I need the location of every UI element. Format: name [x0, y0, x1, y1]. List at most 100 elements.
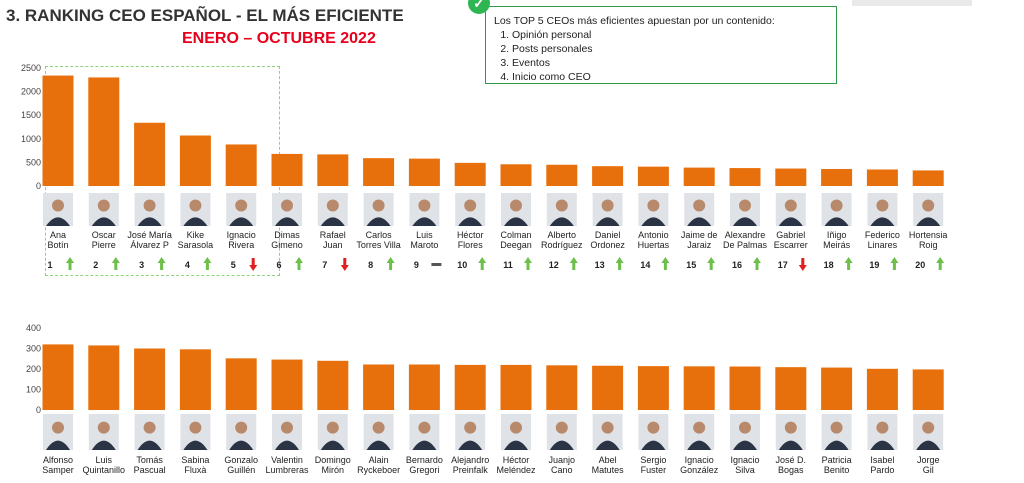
ceo-photo-head — [647, 421, 660, 434]
ceo-name-line1: Kike — [187, 230, 205, 240]
ceo-name-line2: Pascual — [134, 465, 166, 475]
y-tick-label: 200 — [26, 364, 41, 374]
ceo-name-line1: Iñigo — [827, 230, 847, 240]
ceo-photo-head — [52, 199, 64, 212]
ceo-photo-body — [412, 217, 437, 226]
ceo-photo-body — [549, 217, 574, 226]
ceo-photo-head — [189, 199, 202, 212]
ceo-name-line2: Benito — [824, 465, 850, 475]
ceo-photo-body — [687, 440, 712, 450]
trend-up-arrow-icon — [111, 257, 120, 270]
bar — [866, 368, 898, 410]
ceo-name-line2: Gimeno — [271, 240, 303, 250]
bar — [592, 365, 624, 410]
y-tick-label: 500 — [26, 157, 41, 167]
trend-up-arrow-icon — [890, 257, 899, 270]
ceo-name-line2: Jaraiz — [687, 240, 712, 250]
trend-down-arrow-icon — [798, 258, 807, 271]
ceo-name-line1: Jorge — [917, 455, 940, 465]
ceo-photo-body — [778, 217, 803, 226]
bar — [408, 158, 440, 186]
ceo-photo-body — [275, 217, 299, 226]
bar — [683, 167, 715, 186]
trend-up-arrow-icon — [157, 257, 166, 270]
rank-number: 19 — [869, 260, 879, 270]
ceo-photo-body — [824, 440, 849, 450]
ceo-photo-body — [504, 217, 528, 226]
bar — [546, 365, 578, 410]
ceo-name-line2: Maroto — [410, 240, 438, 250]
ceo-photo-head — [372, 421, 385, 434]
bar — [42, 75, 74, 186]
ceo-photo-body — [870, 440, 895, 450]
bar — [317, 360, 349, 410]
ceo-photo-body — [870, 217, 895, 226]
ceo-name-line2: Flores — [458, 240, 484, 250]
ceo-name-line1: José D. — [776, 455, 807, 465]
trend-up-arrow-icon — [66, 257, 74, 270]
trend-up-arrow-icon — [295, 257, 303, 270]
ceo-photo-body — [916, 440, 941, 450]
rank-number: 9 — [414, 260, 419, 270]
bar — [500, 164, 532, 186]
insight-item: Inicio como CEO — [512, 70, 828, 84]
ceo-photo-head — [784, 199, 797, 212]
ceo-name-line1: Rafael — [320, 230, 346, 240]
ceo-name-line2: Pierre — [92, 240, 116, 250]
ceo-photo-head — [555, 421, 568, 434]
ceo-name-line1: Héctor — [503, 455, 530, 465]
ceo-photo-head — [418, 421, 431, 434]
rank-number: 15 — [686, 260, 696, 270]
ceo-name-line1: Luis — [416, 230, 433, 240]
ceo-photo-head — [510, 199, 522, 212]
ceo-photo-head — [235, 421, 248, 434]
ceo-name-line2: Matutes — [592, 465, 625, 475]
ceo-photo-head — [464, 421, 477, 434]
ceo-name-line1: Juanjo — [549, 455, 576, 465]
ceo-photo-body — [458, 440, 483, 450]
rank-number: 10 — [457, 260, 467, 270]
bar — [729, 366, 761, 410]
ceo-name-line1: Bernardo — [406, 455, 443, 465]
y-tick-label: 2000 — [21, 87, 41, 97]
ceo-name-line1: Patricia — [822, 455, 852, 465]
ceo-name-line1: Alfonso — [43, 455, 73, 465]
bar — [88, 345, 120, 410]
rank-number: 17 — [778, 260, 788, 270]
ceo-photo-head — [372, 199, 385, 212]
y-tick-label: 100 — [26, 385, 41, 395]
y-tick-label: 0 — [36, 405, 41, 415]
rank-number: 8 — [368, 260, 373, 270]
ceo-name-line2: Quintanillo — [83, 465, 126, 475]
ceo-name-line1: Antonio — [638, 230, 669, 240]
ceo-photo-head — [922, 421, 935, 434]
ceo-photo-body — [183, 217, 208, 226]
ceo-name-line1: Oscar — [92, 230, 116, 240]
ceo-photo-head — [739, 199, 751, 212]
rank-number: 11 — [503, 260, 513, 270]
ceo-photo-head — [693, 421, 706, 434]
ceo-name-line2: Bogas — [778, 465, 804, 475]
bar — [821, 169, 853, 186]
bar — [775, 367, 807, 410]
bar — [179, 135, 211, 186]
rank-number: 3 — [139, 260, 144, 270]
trend-up-arrow-icon — [661, 257, 670, 270]
ceo-name-line2: Preinfalk — [453, 465, 489, 475]
ceo-name-line2: Fuster — [641, 465, 667, 475]
ceo-photo-head — [235, 199, 248, 212]
bar — [637, 366, 669, 410]
ceo-name-line2: Meirás — [823, 240, 851, 250]
ceo-photo-head — [922, 199, 935, 212]
rank-number: 1 — [47, 260, 52, 270]
ceo-photo-body — [595, 440, 620, 450]
bar — [500, 364, 532, 410]
ceo-name-line2: De Palmas — [723, 240, 768, 250]
trend-same-icon — [431, 263, 442, 266]
ceo-photo-body — [229, 440, 254, 450]
bar — [271, 359, 303, 410]
ceo-photo-head — [97, 421, 110, 434]
ceo-photo-head — [510, 421, 522, 434]
trend-up-arrow-icon — [569, 257, 578, 270]
